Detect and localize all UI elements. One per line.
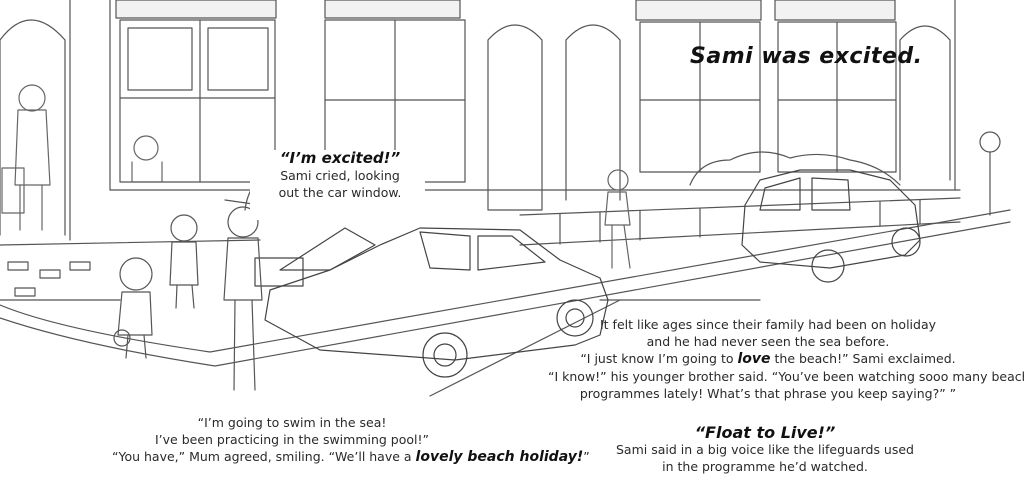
- float-to-live-block: “Float to Live!” Sami said in a big voic…: [600, 424, 930, 475]
- mum-figure: [1, 84, 51, 231]
- parked-car: [741, 169, 921, 283]
- story-line: It felt like ages since their family had…: [599, 317, 937, 332]
- brother-figure: [169, 214, 199, 309]
- story-line: and he had never seen the sea before.: [646, 334, 890, 349]
- story-text: ”: [583, 449, 590, 464]
- story-line: “I know!” his younger brother said. “You…: [548, 369, 1024, 384]
- story-text: “I just know I’m going to: [580, 351, 738, 366]
- sign-post: [979, 131, 1001, 216]
- hedge-right: [689, 151, 901, 186]
- story-line: Sami said in a big voice like the lifegu…: [616, 442, 914, 457]
- speech-bubble-bg: [250, 150, 425, 220]
- story-line: in the programme he’d watched.: [662, 459, 868, 474]
- story-line: I’ve been practicing in the swimming poo…: [155, 432, 429, 447]
- building-facade: [69, 0, 961, 241]
- door-3: [899, 25, 951, 181]
- story-line: programmes lately! What’s that phrase yo…: [579, 386, 957, 401]
- main-car: [254, 227, 609, 378]
- child-in-window: [131, 135, 163, 183]
- story-paragraph-left: “I’m going to swim in the sea! I’ve been…: [112, 414, 590, 466]
- brick-wall: [0, 239, 261, 301]
- story-paragraph-right: It felt like ages since their family had…: [548, 316, 1024, 402]
- curb: [0, 221, 1011, 367]
- girl-figure: [604, 169, 631, 269]
- left-doorway: [0, 19, 66, 236]
- story-line: “I’m going to swim in the sea!: [197, 415, 387, 430]
- float-quote: “Float to Live!”: [694, 423, 836, 442]
- speech-quote: “I’m excited!”: [279, 149, 401, 167]
- window-4: [777, 21, 897, 173]
- window-3: [639, 21, 761, 173]
- speech-line-2: out the car window.: [278, 185, 402, 200]
- speech-line-1: Sami cried, looking: [280, 168, 400, 183]
- emphasis-text: lovely beach holiday!: [415, 449, 584, 465]
- story-text: “You have,” Mum agreed, smiling. “We’ll …: [112, 449, 416, 464]
- pavement: [0, 209, 1011, 353]
- railing: [519, 197, 961, 246]
- door-1: [487, 24, 543, 211]
- speech-bubble: “I’m excited!” Sami cried, looking out t…: [255, 150, 425, 201]
- toddler-figure: [113, 257, 153, 359]
- sami-figure: [223, 199, 263, 391]
- page-title: Sami was excited.: [690, 44, 923, 69]
- story-text: the beach!” Sami exclaimed.: [770, 351, 956, 366]
- window-1: [119, 19, 276, 183]
- emphasis-text: love: [737, 351, 771, 367]
- story-line: “You have,” Mum agreed, smiling. “We’ll …: [112, 448, 590, 466]
- story-line: “I just know I’m going to love the beach…: [548, 350, 988, 368]
- door-2: [565, 24, 621, 201]
